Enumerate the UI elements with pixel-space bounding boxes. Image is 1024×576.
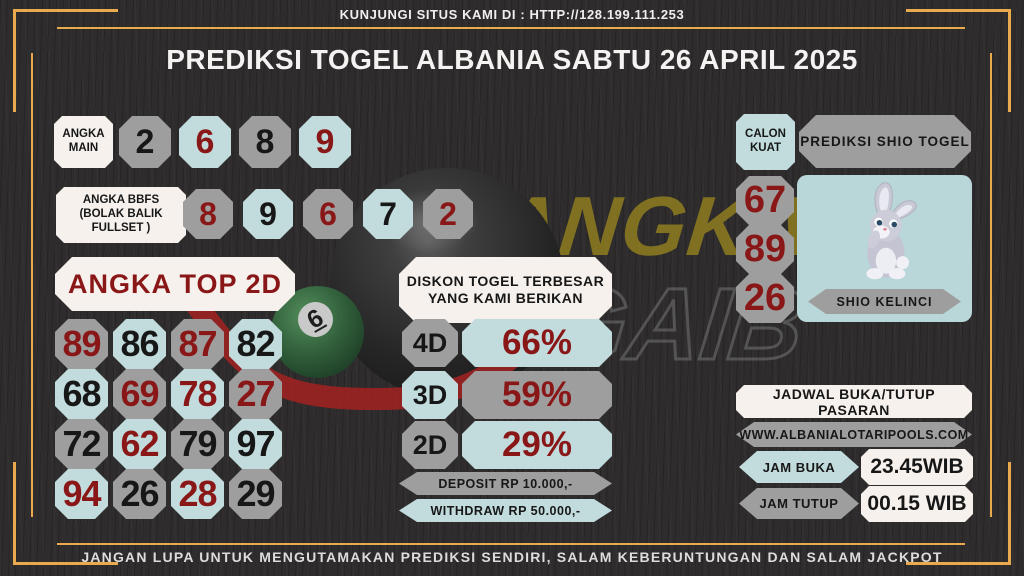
diskon-value-3d: 59% [462, 371, 612, 419]
frame-line-tr-v [1008, 9, 1011, 112]
shio-name-banner: SHIO KELINCI [808, 289, 961, 314]
top2d-cell-1: 89 [55, 319, 108, 369]
rabbit-image [865, 182, 917, 280]
top2d-cell-11: 79 [171, 419, 224, 469]
angka-main-digit-3: 8 [239, 116, 291, 168]
frame-line-inner-right [990, 53, 992, 517]
jam-tutup-label: JAM TUTUP [739, 488, 859, 519]
jam-tutup-value: 00.15 WIB [861, 486, 973, 522]
top2d-cell-14: 26 [113, 469, 166, 519]
jam-buka-value: 23.45WIB [861, 449, 973, 485]
website-banner[interactable]: WWW.ALBANIALOTARIPOOLS.COM [736, 422, 972, 447]
top2d-cell-6: 69 [113, 369, 166, 419]
page-title: PREDIKSI TOGEL ALBANIA SABTU 26 APRIL 20… [166, 44, 858, 75]
calon-kuat-number-1: 67 [736, 176, 794, 225]
frame-line-inner-top [57, 27, 965, 29]
deposit-banner: DEPOSIT RP 10.000,- [399, 472, 612, 495]
jam-buka-label: JAM BUKA [739, 451, 859, 483]
top2d-cell-4: 82 [229, 319, 282, 369]
withdraw-banner: WITHDRAW RP 50.000,- [399, 499, 612, 522]
jadwal-header: JADWAL BUKA/TUTUP PASARAN [736, 385, 972, 418]
frame-line-tl-v [13, 9, 16, 112]
top2d-grid: 89 86 87 82 68 69 78 27 72 62 79 97 94 2… [55, 319, 282, 519]
calon-kuat-number-3: 26 [736, 274, 794, 323]
diskon-label-2d: 2D [402, 421, 458, 469]
diskon-label-3d: 3D [402, 371, 458, 419]
diskon-label-4d: 4D [402, 319, 458, 367]
diskon-value-4d: 66% [462, 319, 612, 367]
top-bar-url[interactable]: KUNJUNGI SITUS KAMI DI : HTTP://128.199.… [339, 7, 685, 22]
top2d-cell-16: 29 [229, 469, 282, 519]
diskon-header: DISKON TOGEL TERBESAR YANG KAMI BERIKAN [399, 257, 612, 323]
top2d-cell-2: 86 [113, 319, 166, 369]
shio-header: PREDIKSI SHIO TOGEL [799, 115, 971, 168]
bbfs-label-line1: ANGKA BBFS [82, 194, 160, 207]
angka-main-label: ANGKA MAIN [54, 116, 113, 168]
angka-main-digit-1: 2 [119, 116, 171, 168]
bbfs-row: 8 9 6 7 2 [183, 189, 473, 239]
calon-kuat-number-2: 89 [736, 225, 794, 274]
bbfs-digit-5: 2 [423, 189, 473, 239]
footer-text: JANGAN LUPA UNTUK MENGUTAMAKAN PREDIKSI … [81, 549, 943, 565]
top2d-cell-13: 94 [55, 469, 108, 519]
top2d-cell-10: 62 [113, 419, 166, 469]
top2d-cell-8: 27 [229, 369, 282, 419]
bbfs-digit-3: 6 [303, 189, 353, 239]
bbfs-digit-4: 7 [363, 189, 413, 239]
top2d-header: ANGKA TOP 2D [55, 257, 295, 311]
diskon-value-2d: 29% [462, 421, 612, 469]
top2d-cell-12: 97 [229, 419, 282, 469]
frame-line-br-h [906, 562, 1011, 565]
diskon-header-line2: YANG KAMI BERIKAN [428, 290, 583, 306]
angka-main-digit-2: 6 [179, 116, 231, 168]
diskon-header-line1: DISKON TOGEL TERBESAR [406, 273, 605, 290]
top2d-cell-9: 72 [55, 419, 108, 469]
top2d-cell-7: 78 [171, 369, 224, 419]
bbfs-label-line2: (BOLAK BALIK [79, 208, 163, 221]
calon-kuat-label: CALON KUAT [736, 114, 795, 170]
shio-card: SHIO KELINCI [797, 175, 972, 322]
frame-line-inner-bottom [57, 543, 965, 545]
frame-line-br-v [1008, 462, 1011, 565]
frame-line-tr-h [906, 9, 1011, 12]
bbfs-digit-2: 9 [243, 189, 293, 239]
bbfs-digit-1: 8 [183, 189, 233, 239]
top2d-cell-5: 68 [55, 369, 108, 419]
frame-line-bl-h [13, 562, 118, 565]
angka-main-row: 2 6 8 9 [119, 116, 351, 168]
top2d-cell-3: 87 [171, 319, 224, 369]
top2d-cell-15: 28 [171, 469, 224, 519]
frame-line-bl-v [13, 462, 16, 565]
angka-main-digit-4: 9 [299, 116, 351, 168]
bbfs-label: ANGKA BBFS (BOLAK BALIK FULLSET ) [56, 187, 186, 243]
frame-line-inner-left [31, 53, 33, 517]
bbfs-label-line3: FULLSET ) [91, 221, 151, 234]
frame-line-tl-h [13, 9, 118, 12]
